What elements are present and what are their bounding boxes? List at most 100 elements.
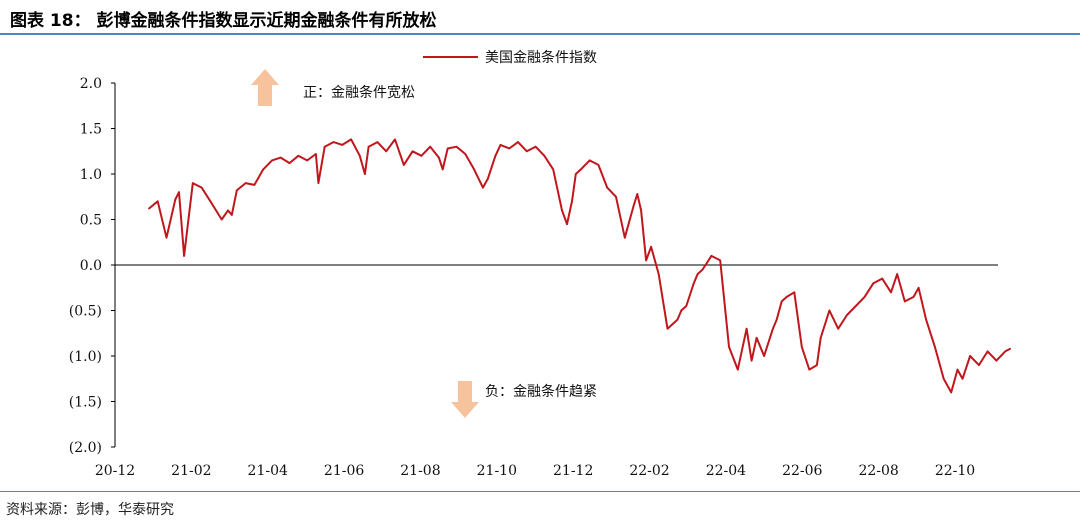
y-tick-label: 0.0 — [80, 258, 102, 274]
data-point — [566, 223, 568, 225]
legend-label: 美国金融条件指数 — [485, 49, 597, 66]
data-point — [917, 287, 920, 289]
data-point — [165, 236, 168, 239]
data-point — [279, 156, 282, 159]
data-point — [666, 327, 669, 330]
data-point — [394, 138, 396, 141]
data-point — [701, 268, 704, 271]
data-point — [588, 159, 591, 162]
up-arrow-icon — [251, 69, 279, 106]
data-point — [772, 327, 774, 330]
data-point — [632, 205, 635, 207]
data-point — [148, 207, 150, 210]
data-point — [763, 355, 765, 357]
x-tick-label: 21-06 — [324, 463, 364, 479]
data-point — [220, 218, 223, 221]
data-point — [934, 346, 936, 348]
data-point — [482, 186, 484, 189]
data-point — [487, 177, 489, 180]
data-point — [411, 150, 414, 153]
bottom-rule — [0, 491, 1080, 492]
data-point — [750, 359, 753, 362]
data-point — [376, 141, 379, 143]
data-point — [526, 150, 528, 153]
data-point — [1009, 347, 1011, 350]
data-point — [271, 159, 273, 162]
data-point — [455, 145, 458, 148]
data-point — [912, 296, 915, 298]
data-point — [561, 209, 563, 212]
data-point — [863, 296, 866, 298]
data-point — [755, 337, 758, 339]
data-point — [262, 168, 265, 171]
data-point — [640, 209, 642, 212]
data-point — [728, 346, 730, 348]
data-point — [650, 246, 652, 248]
data-point — [737, 368, 739, 371]
data-point — [657, 273, 660, 275]
data-point — [446, 147, 449, 150]
legend: 美国金融条件指数 — [423, 49, 597, 66]
data-point — [816, 364, 818, 366]
data-point — [534, 145, 537, 148]
data-point — [508, 147, 511, 150]
data-point — [986, 350, 989, 353]
data-point — [942, 378, 945, 380]
data-point — [192, 182, 194, 184]
data-point — [306, 159, 308, 162]
data-point — [156, 200, 159, 203]
annotation-arrows — [251, 69, 479, 418]
y-tick-label: 0.5 — [80, 213, 102, 229]
data-point — [438, 156, 440, 159]
data-point — [174, 198, 177, 201]
data-point — [745, 327, 748, 330]
data-point — [693, 282, 695, 285]
data-point — [956, 368, 959, 371]
data-point — [961, 378, 964, 380]
data-point — [473, 168, 475, 171]
data-point — [244, 182, 247, 184]
data-point — [780, 300, 783, 303]
data-point — [904, 300, 906, 303]
data-point — [819, 337, 822, 339]
data-point — [403, 164, 405, 166]
data-point — [464, 153, 467, 155]
data-point — [183, 255, 185, 257]
data-point — [543, 155, 546, 157]
data-point — [696, 273, 699, 275]
y-tick-label: 2.0 — [80, 76, 102, 92]
figure-title: 图表 18： 彭博金融条件指数显示近期金融条件有所放松 — [10, 11, 437, 31]
data-point — [552, 168, 554, 171]
data-point — [364, 173, 366, 175]
data-point — [494, 155, 497, 157]
line-chart: 正：金融条件宽松 负：金融条件趋紧 美国金融条件指数 2.0 1.5 1.0 0.5 0… — [69, 49, 1011, 479]
data-point — [950, 391, 952, 394]
data-point — [793, 291, 796, 294]
data-point — [645, 259, 647, 262]
y-tick-label: (1.5) — [69, 395, 102, 411]
data-point — [499, 144, 502, 146]
x-tick-label: 22-08 — [858, 463, 898, 479]
data-point — [685, 305, 688, 307]
data-point — [231, 214, 233, 216]
y-ticks: 2.0 1.5 1.0 0.5 0.0 (0.5) (1.0) (1.5) (2.0) — [69, 76, 115, 456]
data-point — [315, 153, 317, 155]
data-point — [367, 145, 370, 148]
y-tick-label: (2.0) — [69, 440, 102, 456]
data-point — [236, 189, 238, 192]
data-point — [200, 186, 203, 189]
x-tick-label: 22-06 — [782, 463, 822, 479]
data-point — [1004, 350, 1006, 353]
title-bar: 图表 18： 彭博金融条件指数显示近期金融条件有所放松 — [0, 0, 1080, 35]
data-point — [597, 164, 600, 166]
data-point — [615, 196, 617, 198]
upper-annotation: 正：金融条件宽松 — [303, 84, 415, 101]
data-point — [785, 296, 788, 298]
x-tick-label: 21-02 — [171, 463, 211, 479]
y-tick-label: (1.0) — [69, 349, 102, 365]
data-point — [828, 309, 831, 312]
x-ticks: 20-12 21-02 21-04 21-06 21-08 21-10 21-12 22-02… — [95, 463, 975, 479]
data-point — [881, 277, 883, 280]
data-point — [636, 193, 639, 195]
data-point — [253, 184, 256, 186]
